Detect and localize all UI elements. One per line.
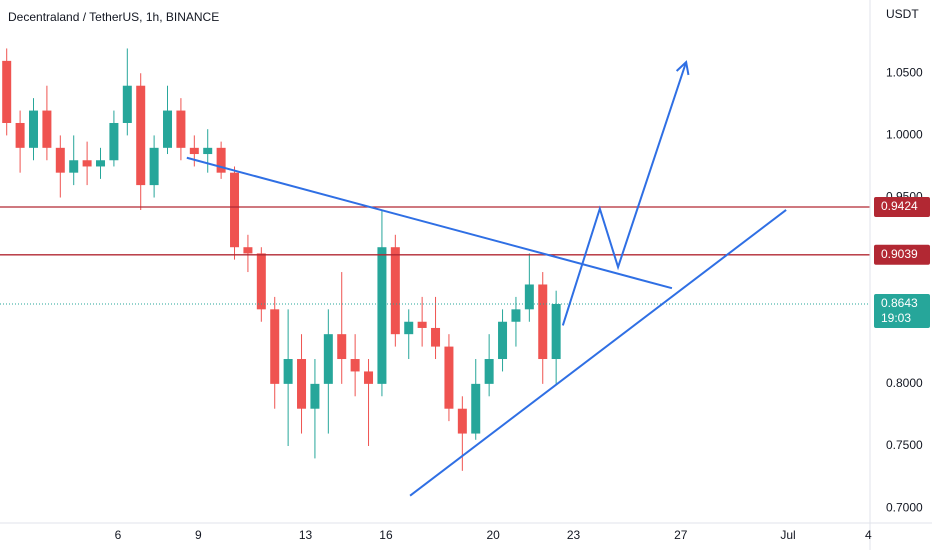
chart-title: Decentraland / TetherUS, 1h, BINANCE [8, 10, 219, 24]
candle-body [216, 147, 226, 173]
candle-body [163, 110, 173, 148]
candle-body [417, 321, 427, 328]
candle-body [243, 247, 253, 254]
candle-body [297, 359, 307, 409]
candle-body [457, 408, 467, 434]
y-tick-label: 1.0500 [886, 65, 923, 79]
candle-body [189, 147, 199, 155]
candle-body [230, 172, 240, 248]
x-tick-label: 9 [195, 528, 202, 542]
y-tick-label: 1.0000 [886, 128, 923, 142]
candle-body [203, 147, 213, 155]
price-label: 0.9424 [881, 199, 918, 213]
candle-body [2, 60, 12, 123]
y-tick-label: 0.7500 [886, 438, 923, 452]
candle-body [55, 147, 65, 173]
x-tick-label: 4 [865, 528, 872, 542]
candle-body [498, 321, 508, 360]
price-label-box [874, 244, 930, 265]
price-label-box [874, 196, 930, 217]
candle-body [42, 110, 52, 148]
x-tick-label: 6 [115, 528, 122, 542]
x-tick-label: 16 [379, 528, 393, 542]
candle-body [524, 284, 534, 310]
candle-body [176, 110, 186, 148]
trend-drawing [561, 61, 688, 326]
candle-body [69, 160, 79, 173]
candle-body [283, 359, 293, 384]
x-tick-label: 20 [486, 528, 500, 542]
price-label-box [874, 293, 930, 328]
candle-body [337, 334, 347, 360]
price-label: 0.8643 [881, 296, 918, 310]
candle-body [484, 359, 494, 384]
candle-body [256, 253, 266, 310]
candle-body [270, 309, 280, 384]
candle-body [310, 383, 320, 409]
candle-body [350, 359, 360, 372]
plot-area [0, 48, 870, 497]
candle-body [149, 147, 159, 186]
candle-body [551, 303, 561, 360]
arrow-head [675, 60, 690, 76]
candle-body [122, 85, 132, 123]
candle-body [431, 327, 441, 347]
candle-body [390, 247, 400, 335]
candle-body [15, 122, 25, 148]
x-tick-label: 27 [674, 528, 688, 542]
y-axis-label: USDT [886, 7, 919, 21]
countdown-label: 19:03 [881, 311, 911, 325]
candle-body [323, 334, 333, 384]
candle-body [109, 122, 119, 161]
trend-drawing [409, 209, 787, 497]
trend-drawing [186, 156, 673, 290]
candle-body [471, 383, 481, 434]
x-tick-label: 13 [299, 528, 313, 542]
x-tick-label: 23 [567, 528, 581, 542]
candle-body [444, 346, 454, 409]
candle-body [377, 247, 387, 384]
candle-body [404, 321, 414, 335]
y-tick-label: 0.8000 [886, 376, 923, 390]
candle-body [136, 85, 146, 186]
y-tick-label: 0.7000 [886, 500, 923, 514]
candle-body [29, 110, 39, 148]
candle-body [511, 309, 521, 322]
candle-body [538, 284, 548, 360]
price-label: 0.9039 [881, 247, 918, 261]
candle-body [82, 160, 92, 167]
candle-body [96, 160, 106, 167]
candle-body [364, 371, 374, 384]
x-tick-label: Jul [780, 528, 795, 542]
